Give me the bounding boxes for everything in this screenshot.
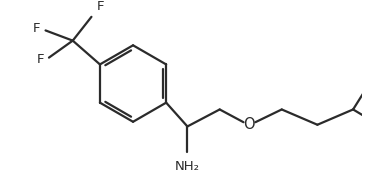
Text: F: F [97, 1, 104, 13]
Text: F: F [33, 22, 40, 35]
Text: NH₂: NH₂ [175, 160, 200, 173]
Text: O: O [244, 117, 255, 132]
Text: F: F [36, 53, 44, 66]
